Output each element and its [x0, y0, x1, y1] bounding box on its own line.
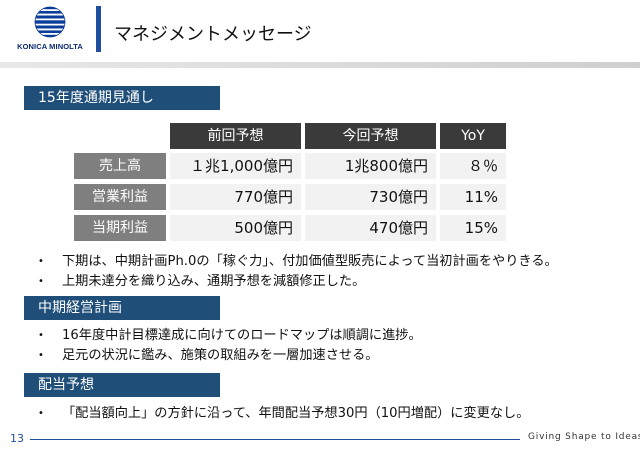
bullet-item: • 16年度中計目標達成に向けてのロードマップは順調に進捗。 [38, 326, 422, 346]
bullet-item: • 上期未達分を織り込み、通期予想を減額修正した。 [38, 272, 365, 292]
company-logo: KONICA MINOLTA [10, 6, 90, 64]
bullet-text: 「配当額向上」の方針に沿って、年間配当予想30円（10円増配）に変更なし。 [62, 406, 530, 421]
table-cell: 730億円 [305, 184, 436, 210]
table-cell: 500億円 [170, 215, 301, 241]
table-cell: 15% [440, 215, 506, 241]
table-cell: 470億円 [305, 215, 436, 241]
bullet-item: • 下期は、中期計画Ph.0の「稼ぐ力」、付加価値型販売によって当初計画をやりきる… [38, 252, 558, 272]
bullet-text: 16年度中計目標達成に向けてのロードマップは順調に進捗。 [62, 328, 422, 343]
table-cell: 770億円 [170, 184, 301, 210]
section-label-midterm: 中期経営計画 [24, 296, 220, 320]
globe-logo-icon [34, 6, 66, 38]
footer-tagline: Giving Shape to Ideas [528, 432, 640, 442]
logo-wordmark: KONICA MINOLTA [17, 42, 83, 51]
table-row-label: 当期利益 [74, 215, 166, 241]
table-row-label: 売上高 [74, 153, 166, 179]
table-header-previous: 前回予想 [170, 123, 301, 149]
table-header-current: 今回予想 [305, 123, 436, 149]
slide-header: KONICA MINOLTA マネジメントメッセージ [0, 0, 640, 68]
bullet-dot-icon: • [38, 276, 44, 287]
header-accent-bar [96, 6, 101, 52]
table-cell: ８％ [440, 153, 506, 179]
section-label-dividend: 配当予想 [24, 373, 220, 397]
bullet-dot-icon: • [38, 256, 44, 267]
bullet-dot-icon: • [38, 330, 44, 341]
bullet-text: 下期は、中期計画Ph.0の「稼ぐ力」、付加価値型販売によって当初計画をやりきる。 [62, 254, 558, 269]
table-cell: 1兆800億円 [305, 153, 436, 179]
table-row-label: 営業利益 [74, 184, 166, 210]
section-label-forecast: 15年度通期見通し [24, 86, 220, 110]
bullet-dot-icon: • [38, 408, 44, 419]
page-number: 13 [10, 432, 24, 445]
bullet-text: 足元の状況に鑑み、施策の取組みを一層加速させる。 [62, 348, 379, 363]
bullet-item: • 「配当額向上」の方針に沿って、年間配当予想30円（10円増配）に変更なし。 [38, 404, 529, 424]
bullet-item: • 足元の状況に鑑み、施策の取組みを一層加速させる。 [38, 346, 379, 366]
table-cell: 11% [440, 184, 506, 210]
bullet-text: 上期未達分を織り込み、通期予想を減額修正した。 [62, 274, 366, 289]
bullet-dot-icon: • [38, 350, 44, 361]
header-divider [0, 62, 640, 68]
table-header-yoy: YoY [440, 123, 506, 149]
table-cell: １兆1,000億円 [170, 153, 301, 179]
page-title: マネジメントメッセージ [114, 24, 312, 45]
footer-divider [30, 439, 520, 440]
